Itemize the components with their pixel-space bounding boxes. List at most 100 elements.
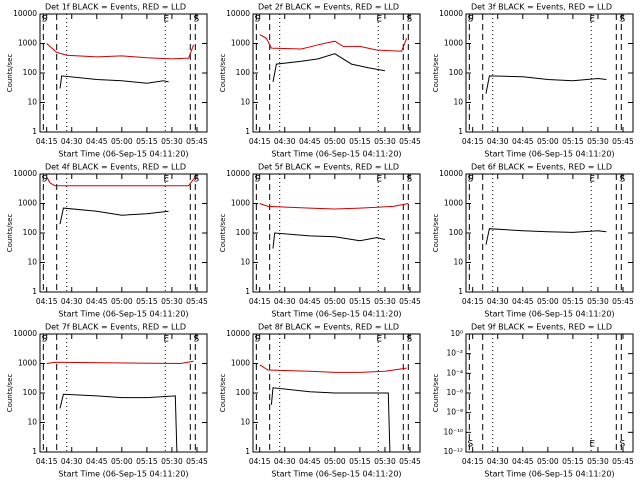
panel: Det 5f BLACK = Events, RED = LLD Counts/s… [219, 163, 421, 319]
x-tick-label: 04:30 [487, 457, 509, 466]
x-tick-label: 05:00 [324, 297, 346, 306]
marker-label: S [193, 335, 199, 345]
marker-label: S [254, 335, 260, 345]
x-tick-label: 05:15 [349, 457, 371, 466]
x-tick-label: 04:30 [61, 457, 83, 466]
series-line [272, 232, 386, 249]
y-tick-label: 10000 [439, 9, 463, 18]
y-tick-label: 1 [245, 287, 250, 296]
y-tick-label: 1 [32, 447, 37, 456]
plot-frame [39, 13, 208, 133]
y-tick-label: 1000 [444, 199, 463, 208]
panel-title: Det 7f BLACK = Events, RED = LLD [45, 323, 186, 332]
series-line [259, 34, 408, 52]
y-axis-label: Counts/sec [219, 54, 227, 93]
x-tick-label: 04:30 [274, 137, 296, 146]
y-tick-label: 100 [449, 68, 464, 77]
y-tick-label: 10⁻⁴ [446, 368, 463, 377]
y-tick-label: 10 [27, 258, 37, 267]
y-axis-label: Counts/sec [6, 374, 14, 413]
x-tick-label: 04:15 [249, 297, 271, 306]
plot-frame [465, 13, 634, 133]
x-tick-label: 05:00 [111, 457, 133, 466]
y-tick-label: 1000 [444, 39, 463, 48]
plot-frame [252, 13, 421, 133]
y-tick-label: 10⁻⁸ [446, 408, 463, 417]
y-tick-label: 100 [23, 388, 38, 397]
x-tick-label: 05:30 [587, 297, 609, 306]
x-axis-label: Start Time (06-Sep-15 04:11:20) [484, 310, 614, 319]
marker-label: E [589, 15, 595, 25]
x-tick-label: 04:15 [462, 457, 484, 466]
x-tick-label: 05:00 [111, 297, 133, 306]
marker-label: E [163, 15, 169, 25]
x-tick-label: 04:45 [512, 137, 534, 146]
y-tick-label: 10 [240, 258, 250, 267]
panel: Det 7f BLACK = Events, RED = LLD Counts/s… [6, 323, 208, 479]
marker-label: E [376, 15, 382, 25]
y-tick-label: 10 [453, 98, 463, 107]
x-tick-label: 05:00 [537, 457, 559, 466]
y-tick-label: 10⁻⁶ [446, 388, 463, 397]
marker-label: S [193, 15, 199, 25]
panel: Det 9f BLACK = Events, RED = LLD Counts/s… [432, 323, 634, 479]
marker-label: E [163, 175, 169, 185]
x-tick-label: 05:45 [186, 137, 208, 146]
x-tick-label: 04:15 [462, 137, 484, 146]
y-axis-label: Counts/sec [432, 214, 440, 253]
x-tick-label: 04:15 [249, 137, 271, 146]
series-line [259, 364, 407, 373]
series-line [59, 75, 169, 89]
x-tick-label: 05:30 [587, 457, 609, 466]
marker-label: E [163, 335, 169, 345]
marker-label: S [467, 15, 473, 25]
series-line [485, 228, 607, 245]
panel-title: Det 4f BLACK = Events, RED = LLD [45, 163, 186, 172]
x-tick-label: 05:30 [161, 297, 183, 306]
y-tick-label: 10000 [439, 169, 463, 178]
marker-label: S [254, 15, 260, 25]
x-tick-label: 05:15 [562, 137, 584, 146]
y-tick-label: 10 [27, 98, 37, 107]
panel: Det 1f BLACK = Events, RED = LLD Counts/s… [6, 3, 208, 159]
marker-label: S [406, 15, 412, 25]
x-tick-label: 05:15 [562, 297, 584, 306]
y-tick-label: 1000 [18, 39, 37, 48]
x-axis-label: Start Time (06-Sep-15 04:11:20) [271, 470, 401, 479]
y-tick-label: 10000 [13, 169, 37, 178]
x-tick-label: 05:45 [186, 457, 208, 466]
series-line [259, 203, 409, 210]
y-tick-label: 10000 [226, 169, 250, 178]
y-tick-label: 100 [236, 388, 251, 397]
y-axis-label: Counts/sec [432, 374, 440, 413]
y-tick-label: 1000 [231, 39, 250, 48]
x-tick-label: 05:00 [324, 137, 346, 146]
y-axis-label: Counts/sec [6, 54, 14, 93]
x-tick-label: 04:45 [512, 297, 534, 306]
marker-label: S [619, 175, 625, 185]
marker-label: S [254, 175, 260, 185]
panel: Det 8f BLACK = Events, RED = LLD Counts/s… [219, 323, 421, 479]
x-axis-label: Start Time (06-Sep-15 04:11:20) [58, 310, 188, 319]
x-axis-label: Start Time (06-Sep-15 04:11:20) [484, 150, 614, 159]
x-tick-label: 05:45 [399, 457, 421, 466]
marker-label: S [41, 15, 47, 25]
x-tick-label: 05:00 [324, 457, 346, 466]
x-tick-label: 04:45 [86, 457, 108, 466]
y-tick-label: 10 [240, 98, 250, 107]
marker-label: S [41, 335, 47, 345]
x-tick-label: 05:15 [349, 297, 371, 306]
x-tick-label: 04:45 [86, 137, 108, 146]
x-axis-label: Start Time (06-Sep-15 04:11:20) [58, 150, 188, 159]
y-tick-label: 1 [32, 127, 37, 136]
x-tick-label: 05:30 [374, 297, 396, 306]
y-tick-label: 1000 [231, 199, 250, 208]
y-tick-label: 100 [236, 68, 251, 77]
plot-frame [465, 173, 634, 293]
plot-frame [465, 333, 634, 453]
panel-title: Det 1f BLACK = Events, RED = LLD [45, 3, 186, 12]
y-tick-label: 10000 [226, 9, 250, 18]
marker-label: S [41, 175, 47, 185]
marker-label: S [619, 15, 625, 25]
